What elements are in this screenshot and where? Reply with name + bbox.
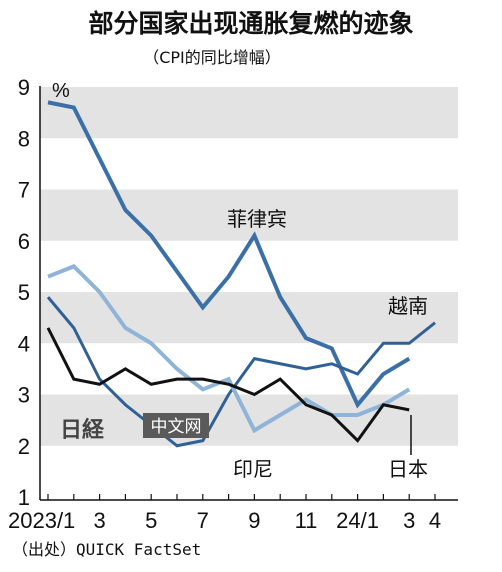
source-note: （出处）QUICK FactSet <box>12 540 201 559</box>
series-line-印尼 <box>47 264 411 434</box>
x-axis-ticks: 2023/1 3 5 7 9 11 24/1 3 4 <box>8 494 441 533</box>
series-line-越南 <box>46 296 436 448</box>
grid-band <box>40 189 458 241</box>
x-tick-label: 7 <box>197 508 209 533</box>
watermark-text: 中文网 <box>151 417 202 437</box>
y-tick-label: 6 <box>18 229 30 254</box>
x-tick-label: 9 <box>248 508 260 533</box>
x-tick-label: 5 <box>145 508 157 533</box>
y-axis-ticks: 1 2 3 4 5 6 7 8 9 <box>18 75 30 510</box>
y-tick-label: 9 <box>18 75 30 100</box>
chart-title: 部分国家出现通胀复燃的迹象 <box>88 9 413 38</box>
y-tick-label: 7 <box>18 178 30 203</box>
watermark-box <box>143 413 209 438</box>
y-tick-label: 1 <box>18 485 30 510</box>
series-label-indonesia: 印尼 <box>233 457 273 481</box>
grid-band <box>40 292 458 344</box>
y-tick-label: 3 <box>18 383 30 408</box>
x-tick-label: 11 <box>295 508 318 533</box>
y-tick-label: 8 <box>18 126 30 151</box>
series-label-japan: 日本 <box>388 457 428 481</box>
grid-band <box>40 87 458 139</box>
x-tick-label: 2023/1 <box>8 508 75 533</box>
y-tick-label: 2 <box>18 434 30 459</box>
series-line-菲律宾 <box>47 100 411 409</box>
chart-subtitle: （CPI的同比增幅） <box>143 48 281 67</box>
watermark-logo: 日経 <box>60 417 105 443</box>
y-tick-label: 4 <box>18 331 30 356</box>
series-line-日本 <box>46 327 410 443</box>
series-label-vietnam: 越南 <box>388 294 428 318</box>
x-tick-label: 24/1 <box>336 508 379 533</box>
x-tick-label: 3 <box>403 508 415 533</box>
y-tick-label: 5 <box>18 280 30 305</box>
x-tick-label: 4 <box>429 508 441 533</box>
series-lines <box>46 100 436 448</box>
y-unit-label: % <box>52 80 70 102</box>
x-tick-label: 3 <box>93 508 105 533</box>
watermark: 日経 中文网 <box>60 413 209 443</box>
series-label-philippines: 菲律宾 <box>227 207 287 231</box>
